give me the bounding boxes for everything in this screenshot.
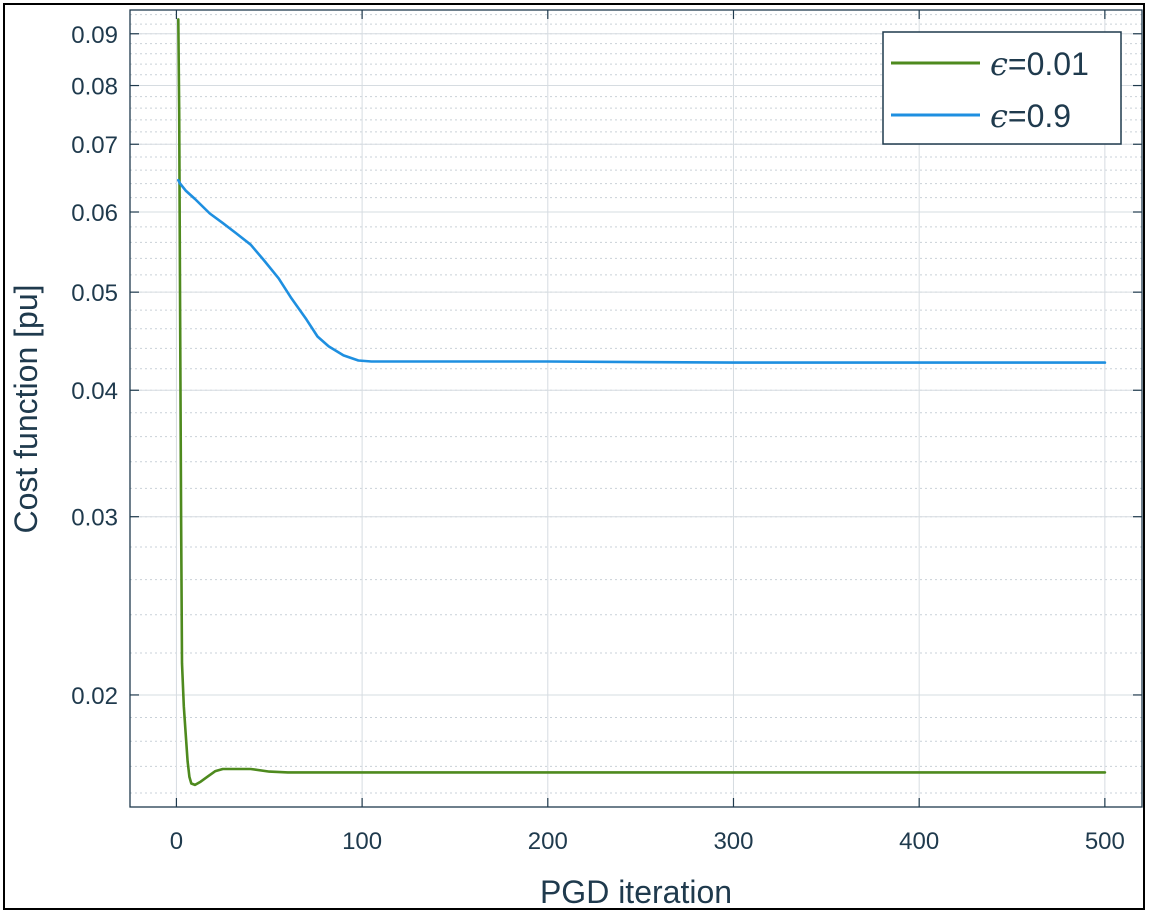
line-chart: 0 100 200 300 400 500 0.020.030.040.050.060.0… xyxy=(8,9,1143,910)
legend-box xyxy=(882,31,1122,145)
y-tick-label: 0.04 xyxy=(71,378,118,405)
figure-frame: 0 100 200 300 400 500 0.02 0.03 0.04 0.05 0.06 0.0… xyxy=(3,3,1145,910)
series-line-1 xyxy=(177,178,1107,364)
y-tick-label: 0.02 xyxy=(71,683,118,710)
minor-grid xyxy=(130,14,1142,794)
legend-value: =0.9 xyxy=(1008,98,1071,134)
legend: ϵ=0.01 ϵ=0.9 xyxy=(882,31,1122,145)
x-tick-label: 100 xyxy=(342,828,382,855)
y-tick-label: 0.06 xyxy=(71,200,118,227)
legend-value: =0.01 xyxy=(1008,46,1089,82)
y-tick-label: 0.03 xyxy=(71,505,118,532)
x-tick-label: 200 xyxy=(528,828,568,855)
y-tick-label: 0.07 xyxy=(71,132,118,159)
plot-area xyxy=(129,9,1143,808)
series-group xyxy=(177,18,1107,787)
y-tick-label: 0.05 xyxy=(71,280,118,307)
x-tick-label: 0 xyxy=(170,828,183,855)
legend-entry-eps-0-9: ϵ=0.9 xyxy=(990,97,1071,135)
x-tick-label: 300 xyxy=(713,828,753,855)
y-tick-label: 0.08 xyxy=(71,74,118,101)
x-axis: 0 100 200 300 400 500 xyxy=(170,10,1125,855)
legend-entry-eps-0-01: ϵ=0.01 xyxy=(990,45,1089,83)
legend-symbol: ϵ xyxy=(990,97,1008,135)
y-axis-label: Cost function [pu] xyxy=(8,284,44,533)
y-axis: 0.02 0.03 0.04 0.05 0.06 0.07 0.08 0.09 xyxy=(71,22,1142,710)
y-tick-label: 0.09 xyxy=(71,22,118,49)
major-grid xyxy=(130,10,1142,807)
x-tick-label: 400 xyxy=(899,828,939,855)
legend-symbol: ϵ xyxy=(990,45,1008,83)
x-axis-label: PGD iteration xyxy=(540,874,732,910)
x-tick-label: 500 xyxy=(1085,828,1125,855)
series-line-0 xyxy=(177,18,1107,787)
